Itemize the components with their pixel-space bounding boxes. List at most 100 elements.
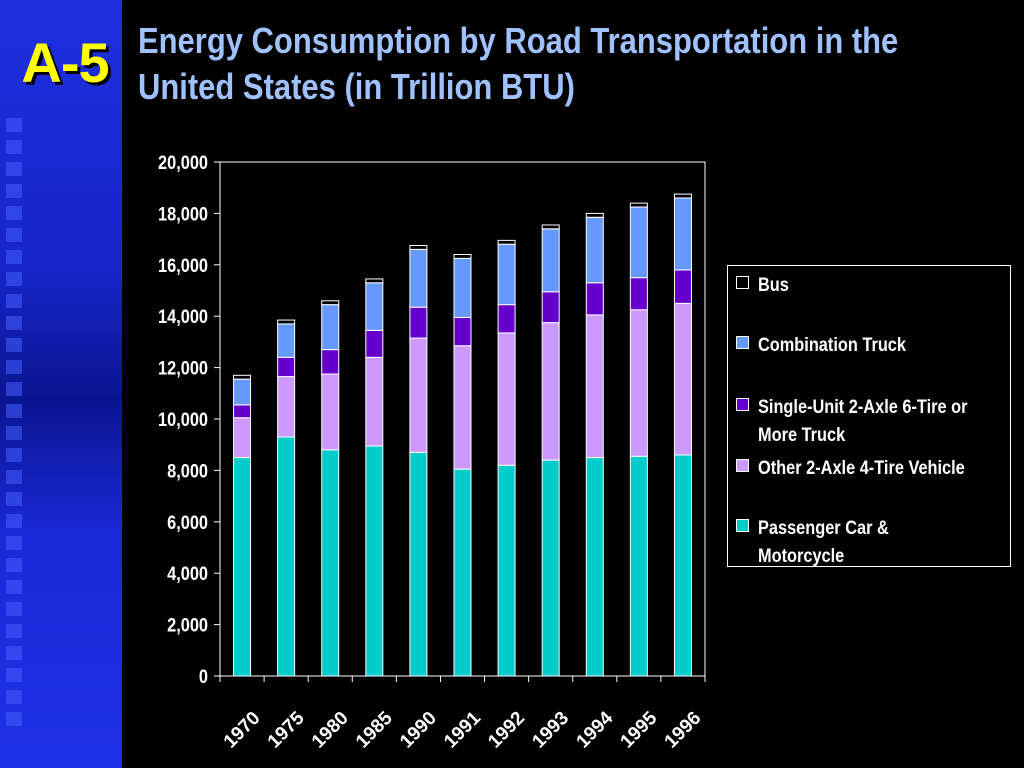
legend-label: Passenger Car & Motorcycle (758, 515, 982, 571)
bar-segment (629, 309, 648, 457)
bar-segment (541, 322, 560, 461)
x-tick-label: 1992 (484, 708, 529, 753)
bar-segment (629, 277, 648, 311)
legend-label: Bus (758, 272, 982, 300)
sidebar-square (6, 602, 22, 616)
legend-swatch (736, 336, 749, 349)
title-line-1: Energy Consumption by Road Transportatio… (138, 20, 899, 61)
bar-segment (541, 224, 560, 230)
legend-label-line: Passenger Car & (758, 518, 889, 539)
y-tick-label: 8,000 (167, 460, 208, 481)
bar-segment (409, 337, 428, 453)
bar-segment (453, 316, 472, 347)
bar-segment (585, 282, 604, 316)
bar-segment (365, 329, 384, 358)
bar-segment (629, 206, 648, 279)
bar-segment (497, 239, 516, 245)
sidebar-square (6, 316, 22, 330)
x-tick-label: 1995 (617, 707, 662, 752)
bar-segment (541, 459, 560, 677)
bar-segment (585, 216, 604, 284)
sidebar-decoration (0, 0, 122, 768)
sidebar-square (6, 294, 22, 308)
legend-label-line: Single-Unit 2-Axle 6-Tire or (758, 397, 968, 418)
sidebar-square (6, 360, 22, 374)
sidebar-square (6, 118, 22, 132)
sidebar-square (6, 250, 22, 264)
bar-segment (365, 278, 384, 284)
sidebar-square (6, 426, 22, 440)
bar-segment (365, 445, 384, 677)
legend-label-line: Bus (758, 275, 789, 296)
y-tick-label: 2,000 (167, 614, 208, 635)
bar-segment (497, 332, 516, 466)
bar-segment (365, 356, 384, 447)
legend-label-line: Combination Truck (758, 335, 906, 356)
sidebar-square (6, 470, 22, 484)
y-tick-label: 14,000 (158, 306, 208, 327)
bar-segment (453, 254, 472, 259)
bar-segment (321, 304, 340, 351)
bar-segment (233, 374, 252, 380)
sidebar-square (6, 228, 22, 242)
bar-segment (673, 193, 692, 199)
legend-label: Single-Unit 2-Axle 6-Tire or More Truck (758, 394, 982, 450)
bar-segment (629, 202, 648, 208)
sidebar-square (6, 140, 22, 154)
y-tick-label: 12,000 (158, 357, 208, 378)
legend-swatch (736, 459, 749, 472)
y-tick-label: 4,000 (167, 563, 208, 584)
x-tick-label: 1991 (440, 707, 485, 752)
bar-segment (233, 378, 252, 406)
title-line-2: United States (in Trillion BTU) (138, 66, 575, 107)
bar-segment (541, 291, 560, 324)
x-tick-label: 1980 (308, 708, 353, 753)
bar-segment (409, 306, 428, 339)
bar-segment (585, 212, 604, 218)
y-tick-label: 18,000 (158, 203, 208, 224)
sidebar-square (6, 448, 22, 462)
sidebar-square (6, 690, 22, 704)
x-tick-label: 1994 (573, 707, 618, 752)
bar-segment (321, 373, 340, 451)
sidebar-square (6, 206, 22, 220)
legend-label-line: Motorcycle (758, 546, 845, 567)
sidebar-square (6, 162, 22, 176)
bar-segment (365, 282, 384, 331)
sidebar-square (6, 712, 22, 726)
bar-segment (673, 454, 692, 677)
sidebar-square (6, 338, 22, 352)
sidebar-square (6, 646, 22, 660)
y-tick-label: 0 (199, 666, 208, 687)
x-tick-label: 1985 (352, 707, 397, 752)
legend-swatch (736, 398, 749, 411)
sidebar-square (6, 404, 22, 418)
bar-segment (277, 323, 296, 358)
sidebar-square (6, 624, 22, 638)
chart-legend: Bus Combination Truck Single-Unit 2-Axle 6… (727, 265, 1011, 567)
x-tick-label: 1970 (220, 708, 265, 753)
bar-segment (497, 243, 516, 306)
sidebar-square (6, 536, 22, 550)
sidebar-square (6, 382, 22, 396)
x-tick-label: 1975 (264, 707, 309, 752)
sidebar-square (6, 272, 22, 286)
bar-segment (585, 457, 604, 677)
bar-segment (629, 455, 648, 677)
x-tick-label: 1993 (528, 708, 573, 753)
page-title: Energy Consumption by Road Transportatio… (138, 18, 899, 110)
bar-segment (453, 468, 472, 677)
x-tick-label: 1990 (396, 708, 441, 753)
bar-segment (453, 257, 472, 318)
bar-segment (233, 417, 252, 459)
sidebar-square (6, 558, 22, 572)
bar-segment (277, 376, 296, 438)
bar-segment (233, 404, 252, 419)
bar-segment (409, 451, 428, 677)
slide-badge: A-5 (21, 31, 109, 94)
y-tick-label: 16,000 (158, 255, 208, 276)
bar-segment (277, 356, 296, 378)
bar-segment (277, 319, 296, 325)
bar-segment (497, 304, 516, 334)
